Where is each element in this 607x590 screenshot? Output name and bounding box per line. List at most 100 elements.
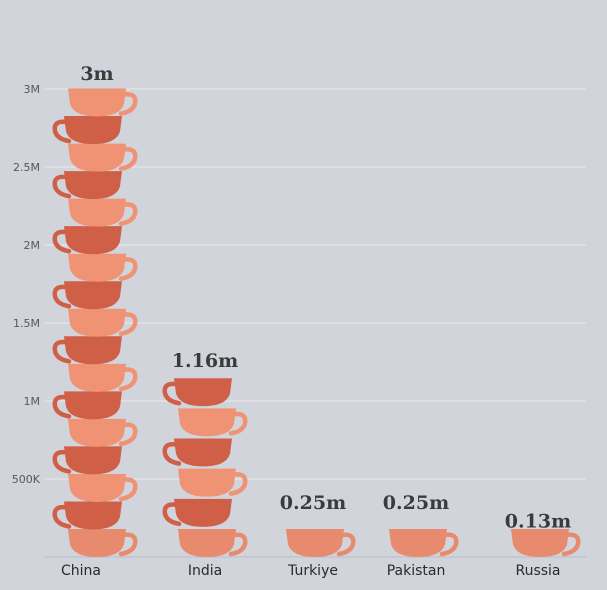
cup-handle	[118, 257, 138, 281]
cup-body	[511, 529, 569, 557]
cup-handle	[228, 472, 248, 496]
y-tick-label: 2M	[24, 239, 41, 252]
cup-body	[64, 336, 122, 365]
cup-body	[389, 529, 447, 557]
cup-stacks	[52, 88, 581, 557]
cup-body	[64, 171, 122, 200]
cup-body	[64, 446, 122, 475]
y-axis-ticks: 500K 1M 1.5M 2M 2.5M 3M	[12, 83, 41, 486]
cup-handle	[52, 119, 72, 144]
teacup-mark	[162, 378, 232, 407]
cup-handle	[52, 339, 72, 364]
cup-handle	[52, 284, 72, 309]
cup-body	[64, 116, 122, 145]
teacup-mark	[389, 529, 459, 557]
cup-handle	[561, 532, 581, 557]
cup-stack-china	[52, 88, 138, 557]
cup-stack-india	[162, 378, 248, 557]
cup-body	[68, 253, 126, 282]
cup-handle	[162, 441, 182, 466]
cup-handle	[52, 504, 72, 529]
teacup-mark	[68, 88, 138, 117]
teacup-mark	[52, 116, 122, 145]
cup-stack-russia	[511, 529, 581, 557]
data-label: 0.25m	[383, 492, 449, 514]
cup-body	[286, 529, 344, 557]
teacup-mark	[52, 501, 122, 530]
teacup-mark	[68, 308, 138, 337]
cup-body	[64, 391, 122, 420]
y-tick-label: 3M	[24, 83, 41, 96]
teacup-mark	[68, 253, 138, 282]
data-label: 0.13m	[505, 511, 571, 533]
teacup-mark	[52, 336, 122, 365]
teacup-mark	[52, 226, 122, 255]
cup-body	[68, 473, 126, 502]
cup-body	[68, 88, 126, 117]
cup-body	[64, 281, 122, 310]
teacup-mark	[178, 529, 248, 557]
x-category-label: Russia	[515, 563, 560, 579]
x-category-label: India	[188, 563, 222, 579]
cup-body	[68, 143, 126, 172]
teacup-mark	[178, 408, 248, 437]
cup-body	[64, 501, 122, 530]
cup-body	[178, 468, 236, 497]
y-tick-label: 500K	[12, 473, 41, 486]
gridlines	[45, 88, 586, 558]
teacup-mark	[68, 529, 138, 557]
cup-handle	[118, 147, 138, 171]
teacup-mark	[52, 171, 122, 200]
x-category-label: Pakistan	[387, 563, 446, 579]
cup-body	[174, 438, 232, 467]
cup-handle	[52, 394, 72, 419]
data-labels: 3m 1.16m 0.25m 0.25m 0.13m	[80, 63, 571, 533]
data-label: 0.25m	[280, 492, 346, 514]
teacup-mark	[511, 529, 581, 557]
cup-handle	[118, 532, 138, 557]
teacup-mark	[68, 418, 138, 447]
cup-handle	[52, 229, 72, 254]
cup-handle	[118, 91, 138, 116]
teacup-mark	[52, 446, 122, 475]
teacup-mark	[68, 198, 138, 227]
y-tick-label: 1.5M	[13, 317, 40, 330]
teacup-mark	[162, 498, 232, 527]
teacup-mark	[52, 281, 122, 310]
cup-handle	[118, 367, 138, 392]
cup-handle	[162, 381, 182, 406]
cup-handle	[118, 202, 138, 226]
data-label: 3m	[80, 63, 113, 85]
cup-handle	[118, 477, 138, 502]
teacup-mark	[162, 438, 232, 467]
cup-body	[68, 308, 126, 337]
teacup-mark	[178, 468, 248, 497]
cup-handle	[118, 422, 138, 447]
cup-handle	[52, 449, 72, 474]
teacup-mark	[68, 143, 138, 172]
cup-body	[174, 498, 232, 527]
cup-body	[68, 529, 126, 557]
cup-body	[68, 418, 126, 447]
teacup-mark	[52, 391, 122, 420]
teacup-mark	[68, 473, 138, 502]
cup-handle	[118, 312, 138, 337]
cup-stack-pakistan	[389, 529, 459, 557]
x-axis-categories: China India Turkiye Pakistan Russia	[61, 563, 561, 579]
cup-body	[178, 529, 236, 557]
cup-body	[68, 363, 126, 392]
x-category-label: China	[61, 563, 101, 579]
data-label: 1.16m	[172, 350, 238, 372]
cup-handle	[439, 532, 459, 557]
cup-body	[178, 408, 236, 437]
cup-body	[174, 378, 232, 407]
cup-body	[64, 226, 122, 255]
y-tick-label: 1M	[24, 395, 41, 408]
cup-body	[68, 198, 126, 227]
teacup-mark	[68, 363, 138, 392]
cup-handle	[228, 411, 248, 436]
x-category-label: Turkiye	[287, 563, 338, 579]
cup-stack-turkiye	[286, 529, 356, 557]
cup-handle	[228, 532, 248, 557]
